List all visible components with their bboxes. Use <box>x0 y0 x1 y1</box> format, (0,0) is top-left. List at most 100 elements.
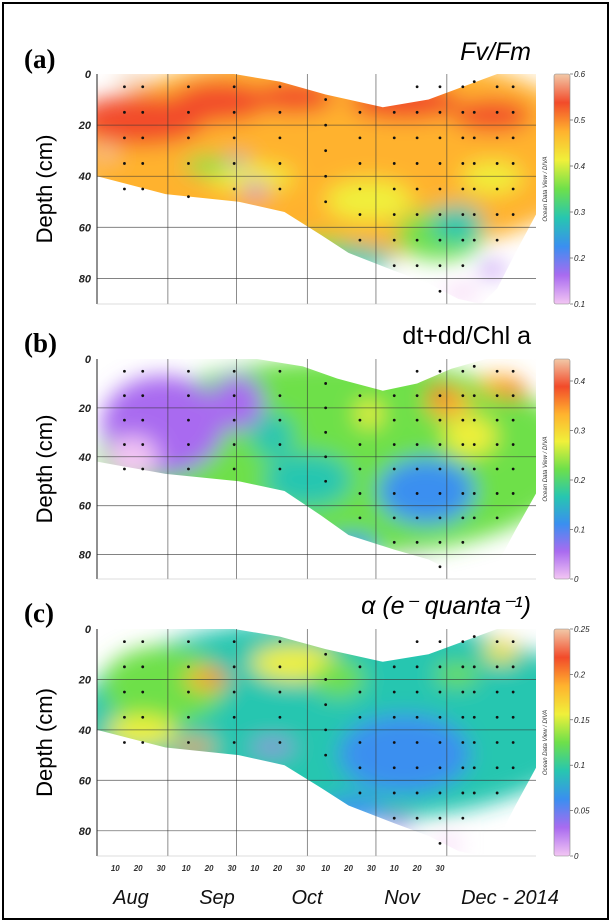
sample-point <box>415 690 419 694</box>
sample-point <box>232 187 236 191</box>
sample-point <box>511 690 515 694</box>
sample-point <box>472 467 476 471</box>
sample-point <box>123 443 126 446</box>
x-month-label: Sep <box>199 887 235 909</box>
sample-point <box>415 369 419 373</box>
sample-point <box>232 394 236 398</box>
sample-point <box>232 162 236 165</box>
sample-point <box>415 816 419 820</box>
colorbar-gradient <box>553 628 571 857</box>
sample-point <box>187 741 190 744</box>
sample-point <box>141 85 145 89</box>
x-tick-label: 10 <box>390 864 399 873</box>
sample-point <box>232 665 236 669</box>
sample-point <box>415 715 419 719</box>
sample-point <box>358 467 362 471</box>
sample-point <box>141 665 145 669</box>
sample-points <box>123 80 515 293</box>
heatmap-field <box>97 629 536 851</box>
sample-point <box>511 766 515 770</box>
colorbar-tick-label: 0.2 <box>574 476 586 485</box>
colorbar: 0.4 0.3 0.2 0.1 0 <box>553 358 586 584</box>
sample-point <box>278 715 282 719</box>
sample-point <box>392 741 396 744</box>
heatmap-blob <box>443 286 479 299</box>
sample-point <box>438 665 442 669</box>
sample-point <box>141 715 145 719</box>
sample-point <box>324 98 328 101</box>
sample-point <box>415 162 419 165</box>
panel-letter: (c) <box>24 598 54 628</box>
sample-point <box>358 741 362 744</box>
sample-point <box>415 665 419 669</box>
sample-point <box>495 766 499 770</box>
sample-point <box>232 443 236 446</box>
sample-point <box>438 394 442 398</box>
sample-point <box>415 85 419 89</box>
sample-point <box>472 635 476 638</box>
sample-point <box>495 467 499 471</box>
sample-point <box>141 110 145 114</box>
sample-point <box>415 443 419 446</box>
sample-point <box>232 715 236 719</box>
sample-point <box>123 110 126 114</box>
sample-point <box>438 289 442 293</box>
y-tick-label: 20 <box>78 674 92 686</box>
sample-point <box>438 443 442 446</box>
sample-point <box>472 715 476 719</box>
heatmap-blob <box>101 646 225 726</box>
sample-point <box>461 162 465 165</box>
heatmap-blob <box>272 237 361 270</box>
sample-point <box>278 394 282 398</box>
x-tick-label: 30 <box>227 864 236 873</box>
sample-point <box>461 715 465 719</box>
y-axis-label: Depth (cm) <box>32 415 57 524</box>
sample-point <box>461 540 465 544</box>
x-tick-label: 30 <box>296 864 305 873</box>
sample-points <box>123 635 515 845</box>
sample-point <box>392 467 396 471</box>
sample-point <box>472 791 476 795</box>
colorbar-tick-label: 0.1 <box>574 526 585 535</box>
colorbar-tick-label: 0.5 <box>574 116 586 125</box>
sample-point <box>187 640 190 644</box>
y-tick-label: 40 <box>78 171 92 183</box>
sample-point <box>495 492 499 495</box>
sample-point <box>495 369 499 373</box>
sample-point <box>511 110 515 114</box>
x-tick-label: 10 <box>321 864 330 873</box>
sample-point <box>392 492 396 495</box>
x-month-label: Nov <box>384 887 421 909</box>
sample-point <box>495 791 499 795</box>
sample-point <box>461 418 465 422</box>
sample-point <box>123 369 126 373</box>
panel-title: α (e⁻ quanta⁻¹) <box>361 592 531 620</box>
x-month-label: Oct <box>291 887 324 909</box>
sample-point <box>232 110 236 114</box>
sample-point <box>278 162 282 165</box>
sample-point <box>324 382 328 385</box>
heatmap-blob <box>461 161 523 194</box>
sample-point <box>415 238 419 242</box>
heatmap-blob <box>105 715 177 748</box>
sample-point <box>495 640 499 644</box>
sample-point <box>278 665 282 669</box>
sample-point <box>358 187 362 191</box>
heatmap-blob <box>478 263 506 276</box>
y-tick-label: 0 <box>85 69 92 81</box>
sample-point <box>511 213 515 216</box>
heatmap-blob <box>399 555 427 567</box>
sample-point <box>495 213 499 216</box>
panel-title: dt+dd/Chl a <box>402 322 531 350</box>
sample-point <box>141 187 145 191</box>
colorbar-tick-label: 0.1 <box>574 761 585 770</box>
sample-point <box>415 187 419 191</box>
heatmap-blob <box>171 80 269 123</box>
heatmap-blob <box>500 385 528 399</box>
sample-point <box>358 791 362 795</box>
sample-point <box>438 418 442 422</box>
heatmap-blob <box>325 179 414 222</box>
sample-point <box>461 264 465 268</box>
sample-point <box>511 640 515 644</box>
sample-point <box>415 516 419 520</box>
